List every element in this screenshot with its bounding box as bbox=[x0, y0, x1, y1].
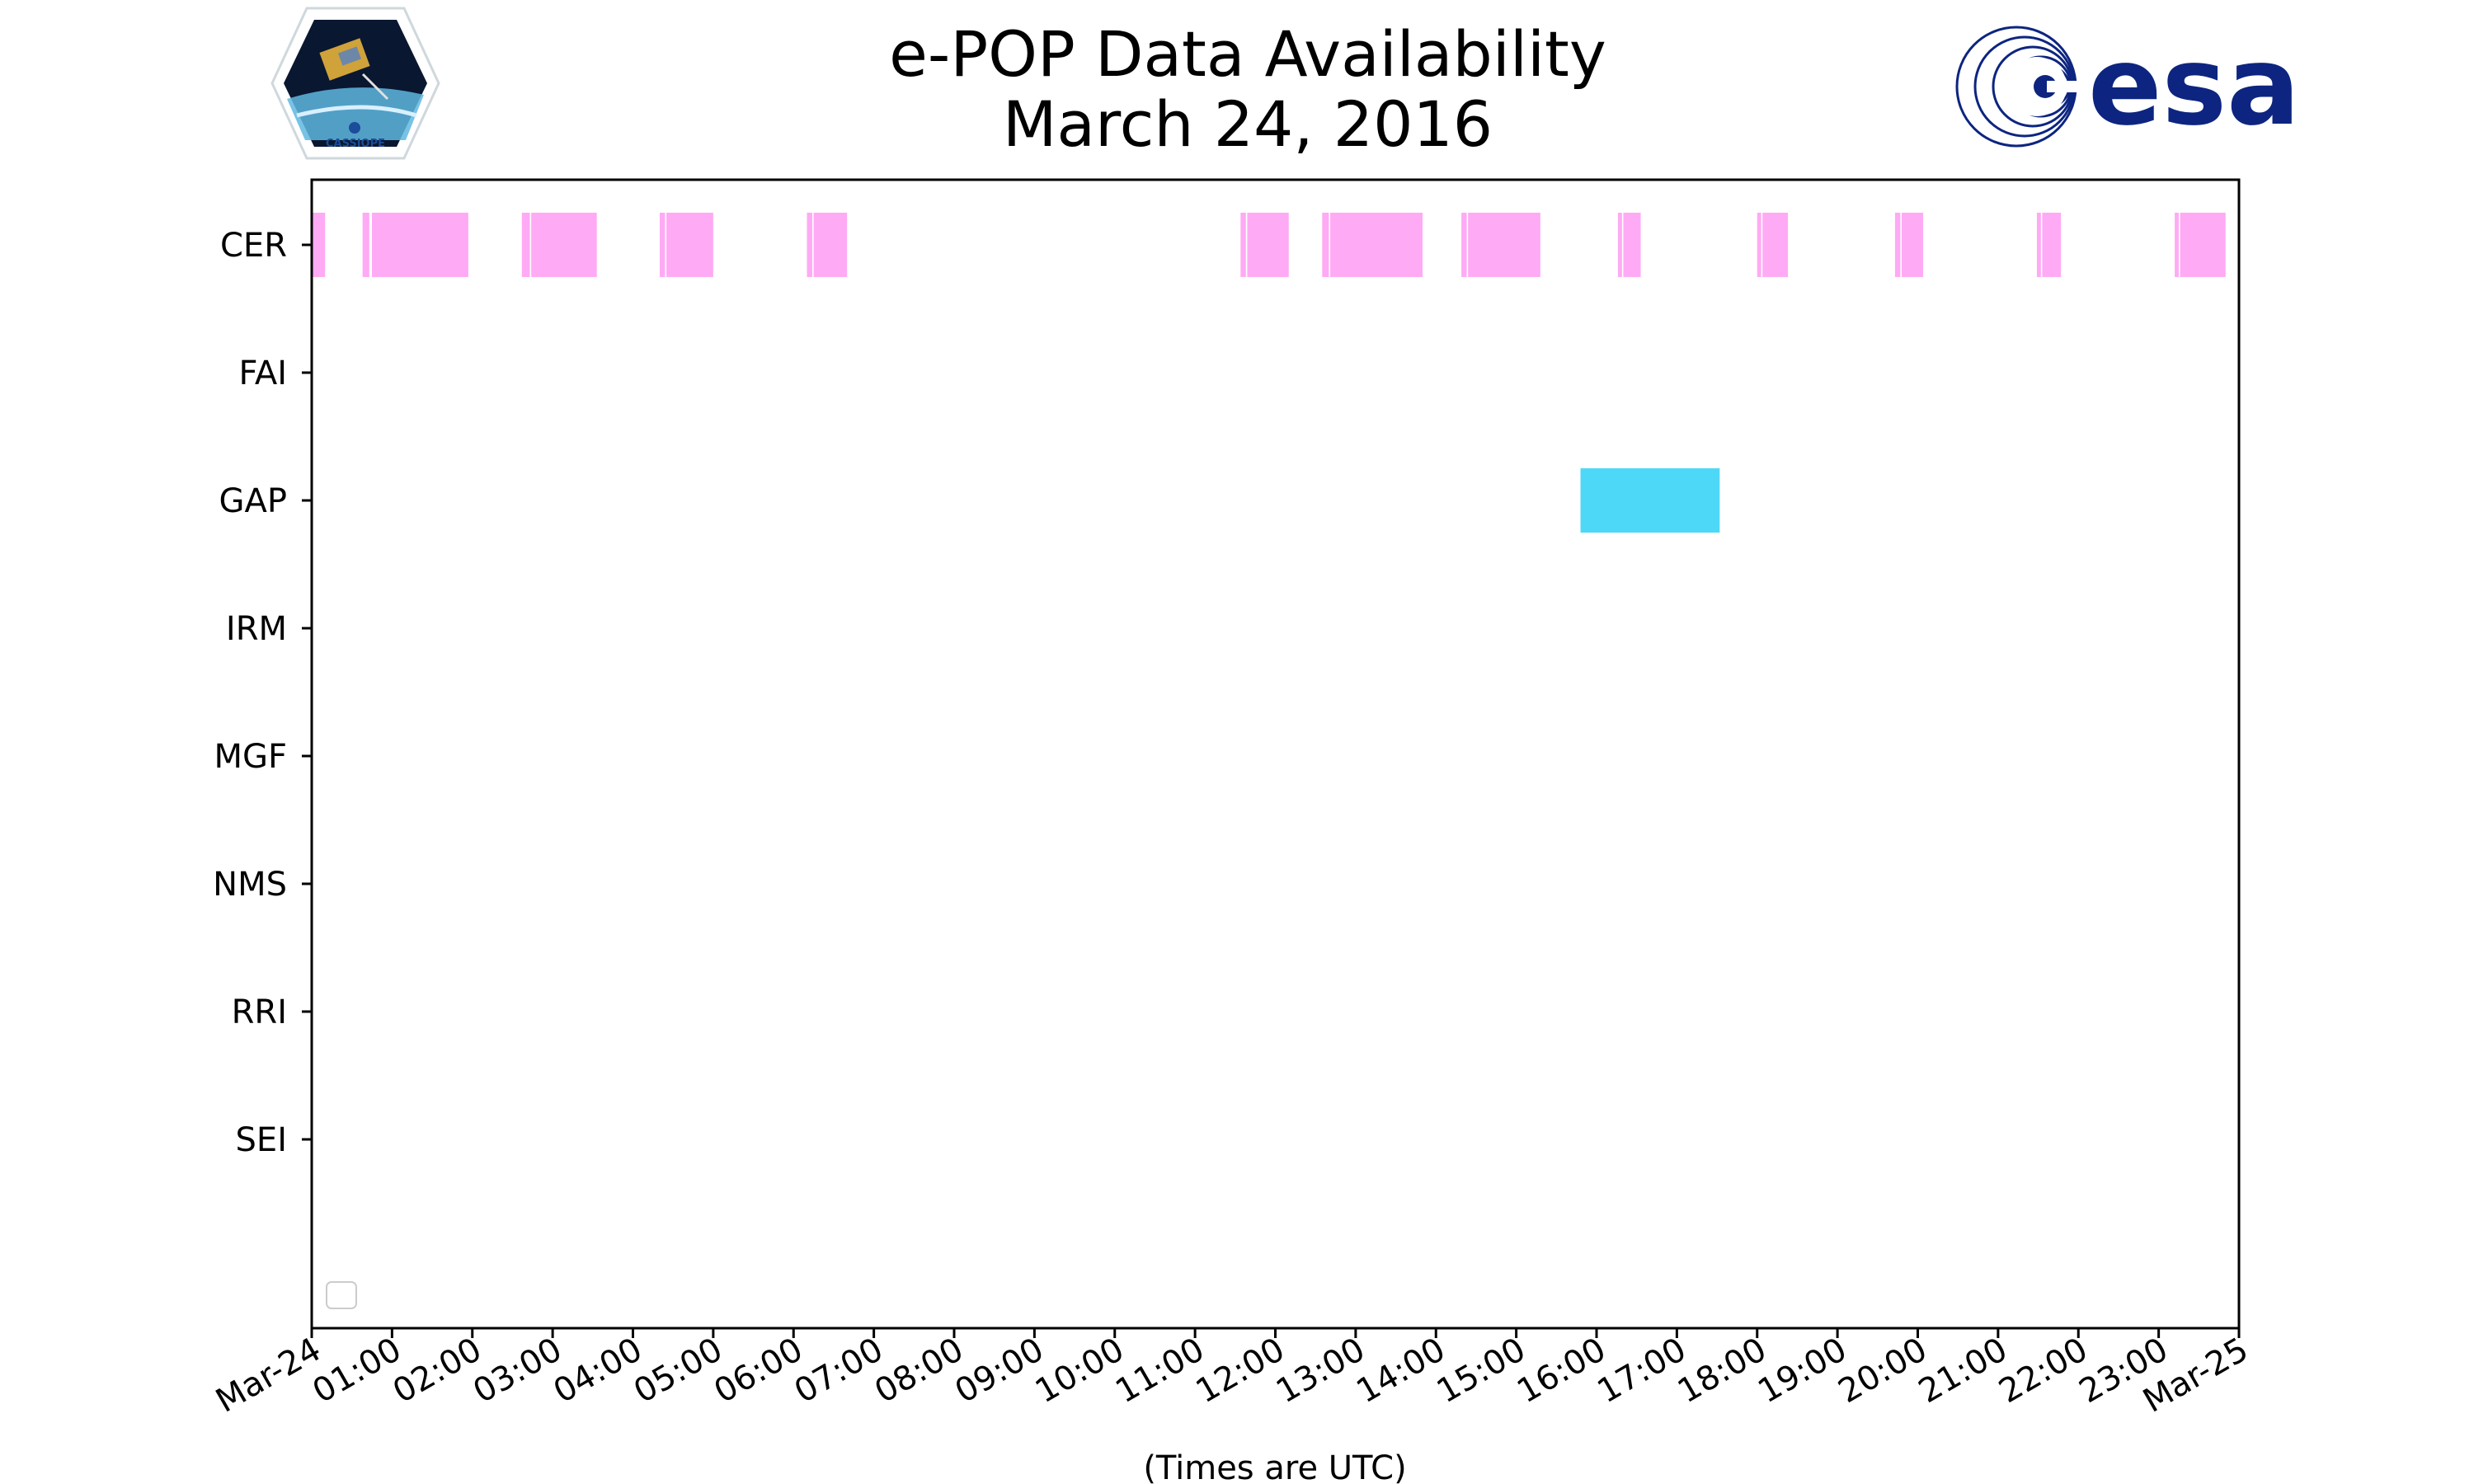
x-tick-label-13: 13:00 bbox=[1270, 1331, 1371, 1411]
bar-cer-0 bbox=[312, 213, 326, 277]
bar-cer-3 bbox=[521, 213, 530, 277]
bar-cer-20 bbox=[1902, 213, 1923, 277]
bar-cer-8 bbox=[813, 213, 848, 277]
x-tick-label-17: 17:00 bbox=[1592, 1331, 1693, 1411]
plot-area bbox=[312, 213, 2226, 533]
y-tick-label-gap: GAP bbox=[219, 482, 287, 520]
bar-cer-9 bbox=[1240, 213, 1246, 277]
bar-cer-21 bbox=[2036, 213, 2041, 277]
bar-cer-12 bbox=[1330, 213, 1423, 277]
y-axis: CER FAI GAP IRM MGF NMS RRI SEI bbox=[213, 227, 312, 1159]
bar-cer-11 bbox=[1322, 213, 1329, 277]
bar-cer-7 bbox=[807, 213, 812, 277]
bar-cer-23 bbox=[2175, 213, 2179, 277]
y-tick-label-fai: FAI bbox=[239, 355, 288, 392]
chart-title-line-1: e-POP Data Availability bbox=[889, 17, 1606, 91]
bar-cer-4 bbox=[531, 213, 597, 277]
x-tick-label-11: 11:00 bbox=[1109, 1331, 1211, 1411]
x-tick-label-9: 09:00 bbox=[949, 1331, 1051, 1411]
y-tick-label-cer: CER bbox=[220, 227, 287, 265]
bar-gap-0 bbox=[1580, 468, 1720, 533]
x-tick-label-10: 10:00 bbox=[1029, 1331, 1131, 1411]
x-tick-label-22: 22:00 bbox=[1992, 1331, 2094, 1411]
bar-cer-24 bbox=[2180, 213, 2226, 277]
x-tick-label-19: 19:00 bbox=[1752, 1331, 1853, 1411]
x-axis-label: (Times are UTC) bbox=[1143, 1449, 1406, 1484]
chart-title-line-2: March 24, 2016 bbox=[1003, 87, 1493, 161]
x-tick-label-4: 04:00 bbox=[548, 1331, 649, 1411]
cassiope-logo-text: CASSIOPE bbox=[326, 138, 385, 150]
y-tick-label-rri: RRI bbox=[232, 993, 287, 1031]
bar-cer-1 bbox=[362, 213, 369, 277]
bar-cer-22 bbox=[2042, 213, 2062, 277]
x-tick-label-15: 15:00 bbox=[1431, 1331, 1532, 1411]
x-tick-label-14: 14:00 bbox=[1350, 1331, 1451, 1411]
plot-frame bbox=[310, 178, 2241, 1330]
y-tick-label-nms: NMS bbox=[213, 866, 287, 904]
cassiope-logo: CASSIOPE bbox=[270, 7, 440, 160]
esa-logo: esa bbox=[1955, 23, 2300, 150]
y-tick-label-sei: SEI bbox=[236, 1121, 287, 1159]
x-tick-label-2: 02:00 bbox=[387, 1331, 488, 1411]
bar-cer-10 bbox=[1247, 213, 1289, 277]
x-tick-label-21: 21:00 bbox=[1912, 1331, 2014, 1411]
bar-cer-14 bbox=[1468, 213, 1540, 277]
legend-box bbox=[326, 1281, 357, 1309]
x-tick-label-5: 05:00 bbox=[628, 1331, 729, 1411]
x-axis: Mar-2401:0002:0003:0004:0005:0006:0007:0… bbox=[209, 1328, 2255, 1421]
bar-cer-5 bbox=[659, 213, 666, 277]
bar-cer-16 bbox=[1623, 213, 1641, 277]
x-tick-label-7: 07:00 bbox=[788, 1331, 890, 1411]
bar-cer-6 bbox=[666, 213, 713, 277]
bar-cer-18 bbox=[1762, 213, 1789, 277]
x-tick-label-18: 18:00 bbox=[1672, 1331, 1773, 1411]
x-tick-label-1: 01:00 bbox=[307, 1331, 408, 1411]
x-tick-label-16: 16:00 bbox=[1511, 1331, 1612, 1411]
y-tick-label-irm: IRM bbox=[226, 610, 287, 648]
x-tick-label-6: 06:00 bbox=[708, 1331, 809, 1411]
y-tick-label-mgf: MGF bbox=[214, 738, 287, 776]
bar-cer-19 bbox=[1894, 213, 1901, 277]
x-tick-label-12: 12:00 bbox=[1190, 1331, 1291, 1411]
bar-cer-17 bbox=[1757, 213, 1761, 277]
x-tick-label-20: 20:00 bbox=[1832, 1331, 1934, 1411]
bar-cer-15 bbox=[1617, 213, 1622, 277]
bar-cer-13 bbox=[1461, 213, 1467, 277]
bar-cer-2 bbox=[372, 213, 468, 277]
x-tick-label-3: 03:00 bbox=[467, 1331, 568, 1411]
x-tick-label-8: 08:00 bbox=[868, 1331, 970, 1411]
esa-wordmark: esa bbox=[2088, 23, 2300, 150]
satellite-icon bbox=[319, 38, 389, 101]
